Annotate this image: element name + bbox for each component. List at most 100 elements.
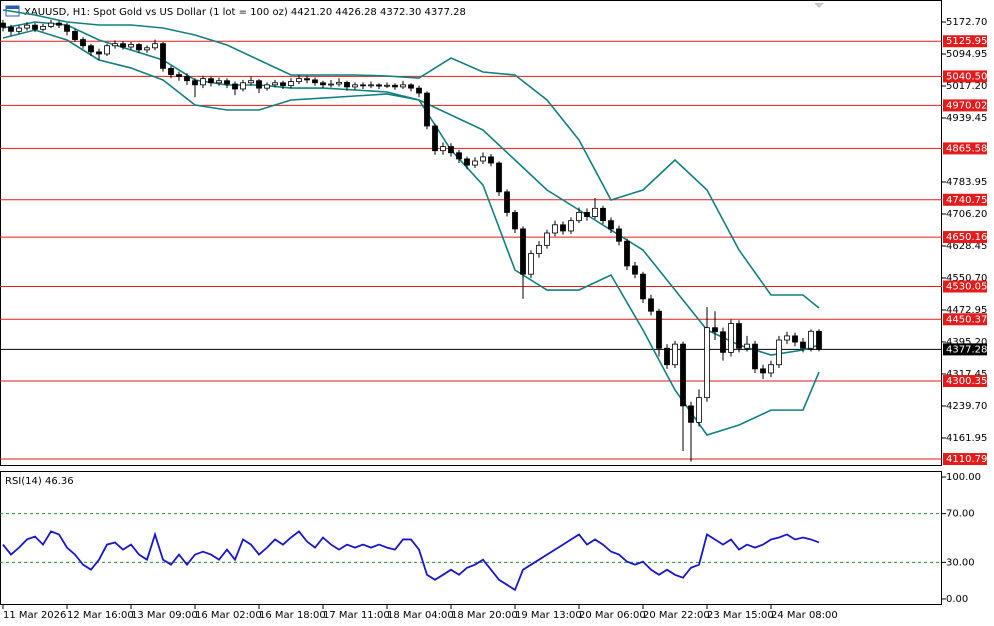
candle-body (200, 78, 206, 86)
bollinger-upper (2, 9, 820, 309)
level-label: 4865.58 (946, 143, 987, 154)
rsi-frame (0, 471, 942, 605)
candle-body (32, 24, 38, 30)
candle-body (808, 330, 814, 349)
x-tick-label: 24 Mar 08:00 (771, 610, 838, 621)
candle-body (776, 339, 782, 366)
level-label: 4740.75 (946, 195, 987, 206)
candle-body (240, 82, 246, 90)
candle-body (80, 39, 86, 47)
candle-body (104, 45, 110, 55)
candle-body (152, 43, 158, 49)
candle-body (584, 212, 590, 217)
candle-body (688, 405, 694, 423)
y-tick-label: 100.00 (946, 472, 981, 483)
candle-body (536, 244, 542, 254)
x-tick-label: 18 Mar 20:00 (451, 610, 518, 621)
level-tag (943, 313, 987, 326)
candle-body (208, 78, 214, 84)
level-tag (943, 35, 987, 48)
candle-body (264, 84, 270, 89)
level-label: 4110.79 (946, 454, 987, 465)
y-tick-label: 4395.20 (946, 337, 987, 348)
candle-body (216, 80, 222, 84)
x-tick-label: 20 Mar 22:00 (643, 610, 710, 621)
candle-body (368, 84, 374, 87)
y-tick-label: 4161.95 (946, 433, 987, 444)
candle-body (40, 26, 46, 30)
level-tag (943, 142, 987, 155)
candle-body (600, 207, 606, 222)
candle-body (528, 253, 534, 275)
candle-body (784, 335, 790, 341)
candle-body (168, 67, 174, 75)
candle-body (416, 87, 422, 94)
candle-body (304, 78, 310, 81)
rsi-title: RSI(14) 46.36 (5, 476, 74, 487)
x-tick-label: 16 Mar 18:00 (259, 610, 326, 621)
level-tag (943, 280, 987, 293)
candle-body (624, 240, 630, 267)
candle-body (672, 343, 678, 366)
x-tick-label: 19 Mar 13:00 (515, 610, 582, 621)
candle-body (576, 212, 582, 222)
candle-body (792, 335, 798, 343)
candle-body (136, 44, 142, 51)
x-tick-label: 16 Mar 02:00 (195, 610, 262, 621)
x-tick-label: 18 Mar 04:00 (387, 610, 454, 621)
candle-body (400, 84, 406, 88)
level-label: 4650.16 (946, 232, 987, 243)
candle-body (232, 83, 238, 90)
candle-body (144, 47, 150, 51)
shift-marker (814, 3, 824, 8)
candle-body (176, 74, 182, 78)
candle-body (448, 146, 454, 154)
candle-body (800, 341, 806, 349)
candle-body (744, 343, 750, 349)
x-tick-label: 20 Mar 06:00 (579, 610, 646, 621)
chart-title: XAUUSD, H1: Spot Gold vs US Dollar (1 lo… (24, 7, 466, 18)
candle-body (512, 212, 518, 230)
level-label: 4970.02 (946, 100, 987, 111)
candle-body (640, 273, 646, 300)
candle-body (568, 220, 574, 232)
candle-body (720, 331, 726, 353)
y-tick-label: 70.00 (946, 509, 975, 520)
x-tick-label: 13 Mar 09:00 (131, 610, 198, 621)
candle-body (488, 156, 494, 164)
x-tick-label: 17 Mar 11:00 (323, 610, 390, 621)
candle-body (656, 310, 662, 349)
level-label: 5125.95 (946, 36, 987, 47)
level-label: 4450.37 (946, 314, 987, 325)
window-icon-bar (6, 6, 19, 9)
candle-body (16, 27, 22, 32)
candle-body (160, 43, 166, 69)
candle-body (480, 156, 486, 162)
candle-body (184, 76, 190, 82)
candle-body (632, 265, 638, 275)
main-frame (0, 0, 942, 466)
candle-body (472, 160, 478, 166)
candle-body (344, 81, 350, 88)
candle-body (8, 26, 14, 32)
rsi-line (2, 530, 820, 592)
candle-body (560, 224, 566, 232)
candle-body (392, 84, 398, 88)
candle-body (592, 207, 598, 217)
candle-body (48, 22, 54, 27)
candle-body (336, 81, 342, 85)
bollinger-middle (2, 21, 820, 356)
y-tick-label: 4706.20 (946, 209, 987, 220)
level-tag (943, 453, 987, 466)
candle-body (256, 80, 262, 89)
y-tick-label: 4939.45 (946, 113, 987, 124)
level-tag (943, 70, 987, 83)
price-tag (943, 343, 987, 356)
candle-body (456, 152, 462, 160)
candle-body (440, 146, 446, 152)
y-tick-label: 0.00 (946, 594, 968, 605)
candle-body (496, 162, 502, 193)
candle-body (520, 228, 526, 275)
candle-body (64, 24, 70, 32)
